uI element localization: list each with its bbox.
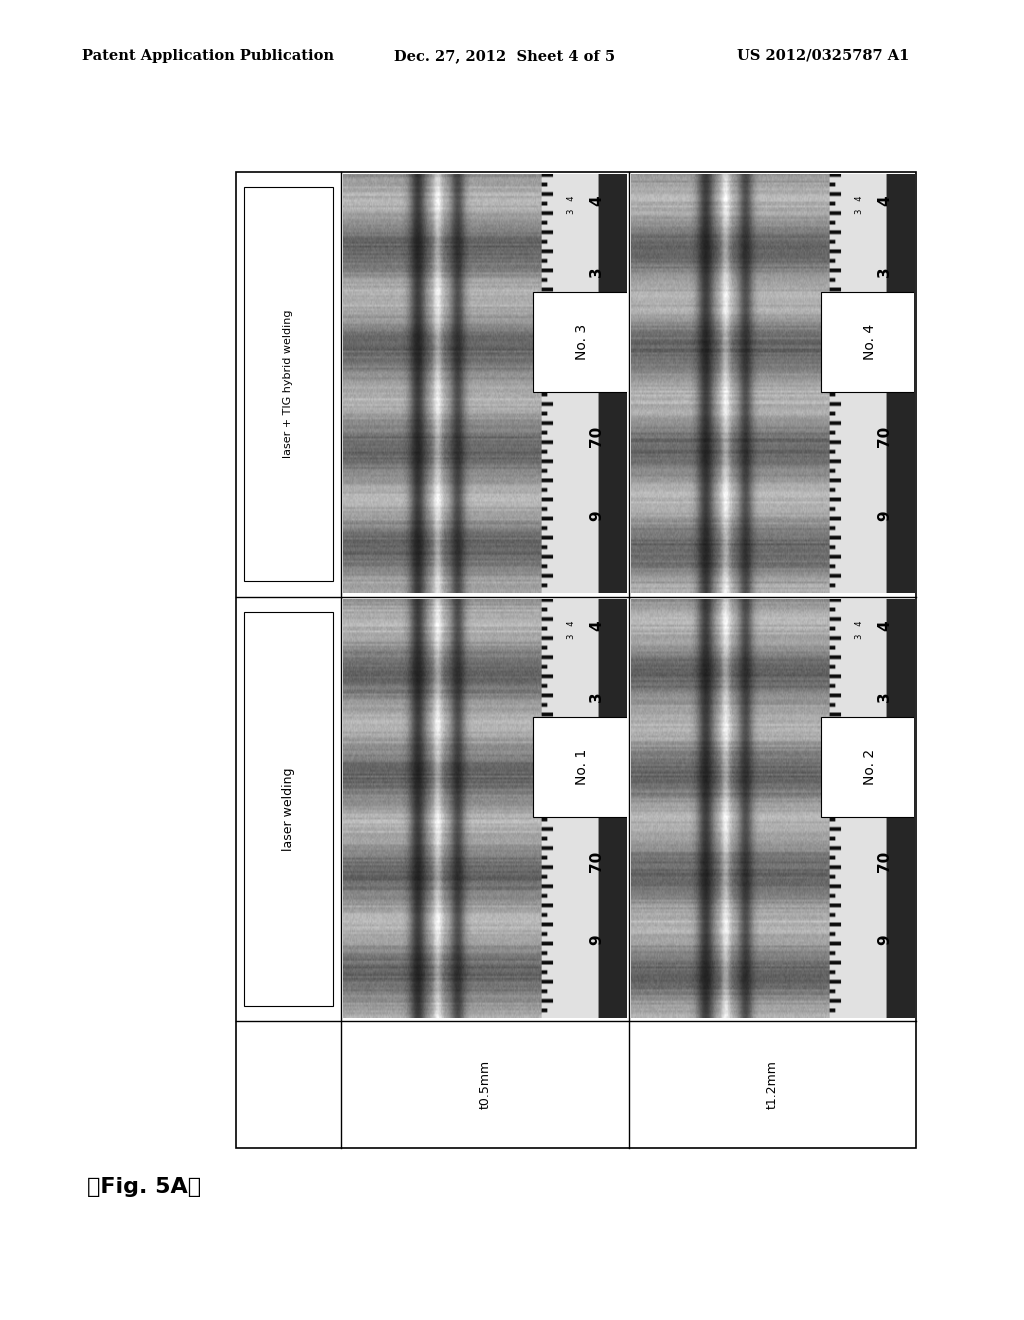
Text: No. 4: No. 4	[863, 323, 877, 360]
Text: No. 2: No. 2	[863, 748, 877, 785]
Text: 9: 9	[590, 935, 604, 945]
Bar	[821, 292, 919, 392]
Text: 9: 9	[878, 510, 892, 520]
Text: t1.2mm: t1.2mm	[766, 1060, 779, 1109]
Text: t0.5mm: t0.5mm	[478, 1060, 492, 1110]
Bar	[821, 717, 919, 817]
Text: 4: 4	[878, 195, 892, 206]
Text: 4: 4	[590, 620, 604, 631]
Text: 3: 3	[590, 692, 604, 702]
Text: 70: 70	[878, 851, 892, 873]
Text: 70: 70	[590, 851, 604, 873]
Text: 4: 4	[590, 195, 604, 206]
Bar	[534, 292, 631, 392]
Bar	[244, 612, 333, 1006]
Text: 3   4: 3 4	[567, 620, 575, 639]
Text: Dec. 27, 2012  Sheet 4 of 5: Dec. 27, 2012 Sheet 4 of 5	[394, 49, 615, 63]
Text: 9: 9	[590, 510, 604, 520]
Bar	[534, 717, 631, 817]
Text: 3: 3	[878, 692, 892, 702]
Text: 3: 3	[878, 267, 892, 277]
Text: 70: 70	[878, 426, 892, 447]
Text: laser welding: laser welding	[282, 767, 295, 850]
Text: 70: 70	[590, 426, 604, 447]
Text: 3: 3	[590, 267, 604, 277]
Text: laser + TIG hybrid welding: laser + TIG hybrid welding	[284, 310, 293, 458]
Bar	[236, 172, 916, 1148]
Text: 9: 9	[878, 935, 892, 945]
Text: Patent Application Publication: Patent Application Publication	[82, 49, 334, 63]
Text: 3   4: 3 4	[855, 195, 863, 214]
Text: US 2012/0325787 A1: US 2012/0325787 A1	[737, 49, 909, 63]
Text: 3   4: 3 4	[567, 195, 575, 214]
Text: 4: 4	[878, 620, 892, 631]
Text: No. 3: No. 3	[575, 323, 589, 360]
Text: 【Fig. 5A】: 【Fig. 5A】	[87, 1177, 201, 1197]
Text: No. 1: No. 1	[575, 748, 589, 785]
Text: 3   4: 3 4	[855, 620, 863, 639]
Bar	[244, 187, 333, 581]
